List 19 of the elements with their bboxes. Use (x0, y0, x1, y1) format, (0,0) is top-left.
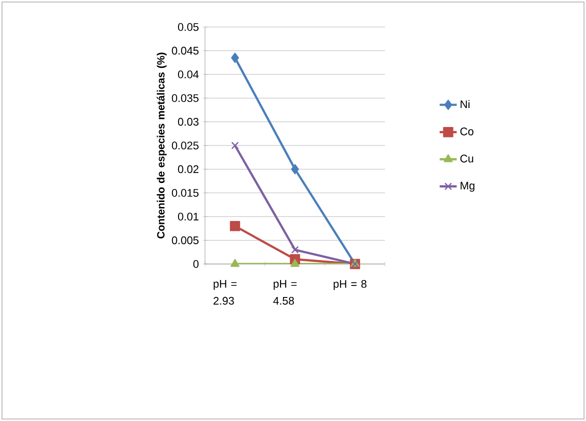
y-tick-label: 0.03 (178, 118, 199, 126)
legend-label: Co (460, 128, 474, 136)
x-tick-label: pH = 4.58 (273, 280, 297, 305)
y-tick-label: 0.02 (178, 165, 198, 174)
y-axis-title: Contenido de especies metálicas (%) (156, 52, 167, 238)
y-tick-label: 0.015 (172, 189, 199, 197)
legend-label: Ni (460, 100, 470, 108)
legend-label: Mg (460, 182, 474, 192)
y-tick-label: 0 (193, 260, 199, 268)
y-tick-label: 0.035 (172, 94, 199, 102)
y-tick-label: 0.025 (172, 142, 199, 150)
legend-label: Cu (460, 154, 474, 162)
y-tick-label: 0.04 (178, 70, 199, 78)
y-tick-label: 0.045 (172, 46, 199, 55)
y-tick-label: 0.05 (178, 23, 199, 31)
y-tick-label: 0.005 (172, 236, 199, 244)
x-tick-label: pH = 8 (334, 280, 366, 290)
x-tick-label: pH = 2.93 (214, 280, 237, 305)
y-tick-label: 0.01 (178, 212, 198, 220)
